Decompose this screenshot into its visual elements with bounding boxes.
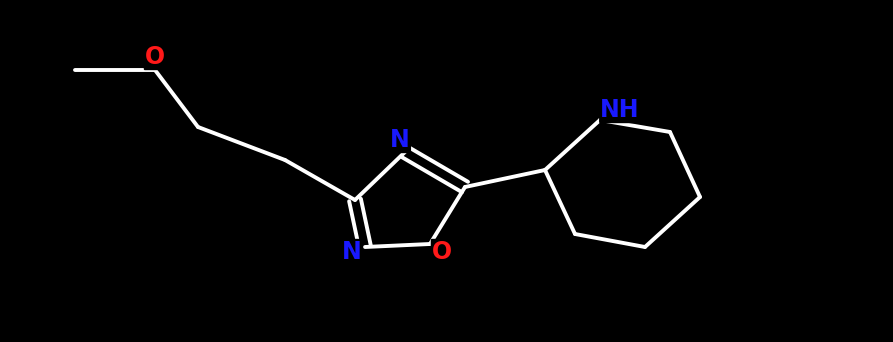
Text: N: N (390, 128, 410, 152)
Text: N: N (342, 240, 362, 264)
Text: NH: NH (600, 98, 639, 122)
Text: O: O (432, 240, 452, 264)
Text: O: O (145, 45, 165, 69)
